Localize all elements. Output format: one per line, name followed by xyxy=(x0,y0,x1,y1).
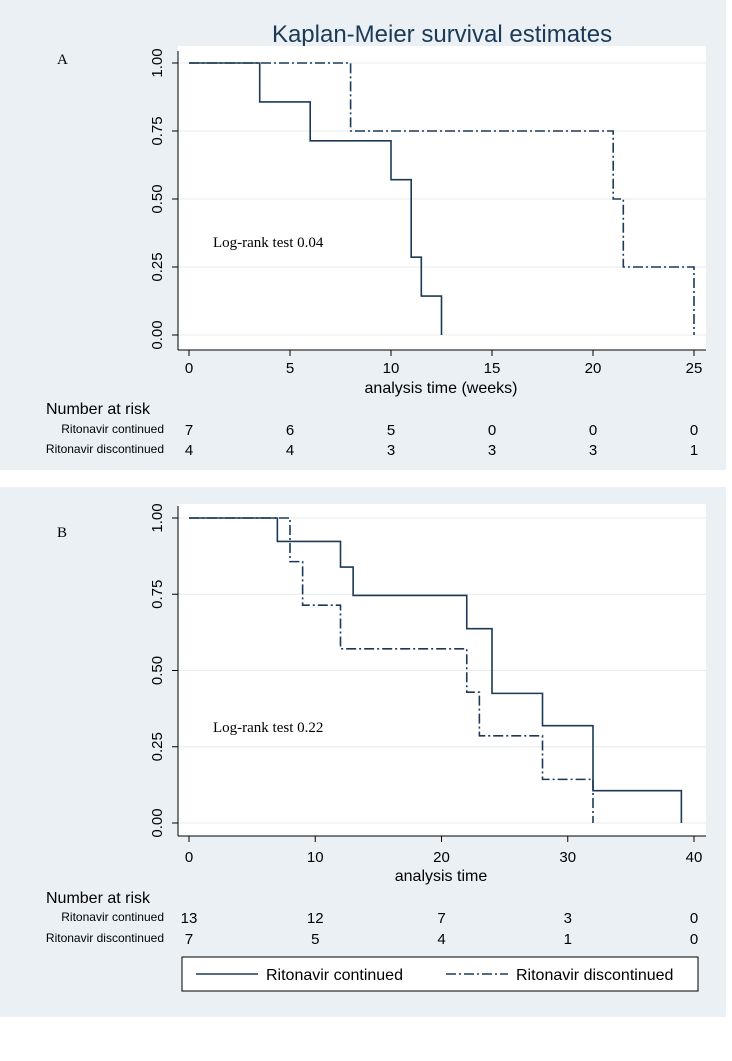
risk-row-label-discontinued-b: Ritonavir discontinued xyxy=(46,931,164,945)
risk-table-values-b: 13 12 7 3 0 7 5 4 1 0 xyxy=(181,910,699,948)
x-axis-title-a: analysis time (weeks) xyxy=(365,380,518,397)
x-ticks-b: 0 10 20 30 40 xyxy=(185,836,703,866)
risk-value-discontinued-b-3: 1 xyxy=(564,931,572,948)
panel-label-a: A xyxy=(57,52,68,68)
logrank-annotation-a: Log-rank test 0.04 xyxy=(213,235,324,251)
risk-value-discontinued-b-2: 4 xyxy=(437,931,445,948)
y-tick-label-a-4: 1.00 xyxy=(149,48,166,77)
risk-value-continued-a-0: 7 xyxy=(185,422,193,439)
panel-label-b: B xyxy=(57,525,67,541)
km-curve-discontinued-b xyxy=(189,517,594,823)
legend-label-continued: Ritonavir continued xyxy=(266,967,403,984)
risk-value-discontinued-b-4: 0 xyxy=(690,931,698,948)
risk-value-discontinued-b-1: 5 xyxy=(311,931,319,948)
x-tick-label-b-3: 30 xyxy=(559,849,576,866)
km-curve-continued-b xyxy=(189,517,683,823)
risk-table-values-a: 7 6 5 0 0 0 4 4 3 3 3 1 xyxy=(185,422,698,459)
risk-value-discontinued-a-4: 3 xyxy=(589,442,597,459)
km-curve-discontinued-a xyxy=(189,62,695,335)
x-tick-label-a-0: 0 xyxy=(185,360,193,377)
risk-value-discontinued-a-0: 4 xyxy=(185,442,193,459)
x-tick-label-a-3: 15 xyxy=(484,360,501,377)
y-tick-label-b-2: 0.50 xyxy=(149,656,166,685)
legend-box xyxy=(181,956,699,992)
y-tick-label-b-3: 0.75 xyxy=(149,580,166,609)
risk-table-heading-a: Number at risk xyxy=(46,401,151,418)
y-tick-label-a-1: 0.25 xyxy=(149,252,166,281)
chart-title: Kaplan-Meier survival estimates xyxy=(272,21,612,48)
y-tick-label-b-0: 0.00 xyxy=(149,808,166,837)
y-ticks-b: 0.00 0.25 0.50 0.75 1.00 xyxy=(149,503,178,838)
risk-row-label-continued-b: Ritonavir continued xyxy=(61,910,164,924)
risk-value-continued-a-5: 0 xyxy=(690,422,698,439)
x-tick-label-b-4: 40 xyxy=(686,849,703,866)
km-curve-continued-a xyxy=(189,62,443,335)
risk-value-discontinued-b-0: 7 xyxy=(185,931,193,948)
logrank-annotation-b: Log-rank test 0.22 xyxy=(213,720,323,736)
risk-value-continued-a-3: 0 xyxy=(488,422,496,439)
x-tick-label-a-4: 20 xyxy=(585,360,602,377)
x-tick-label-a-1: 5 xyxy=(286,360,294,377)
x-ticks-a: 0 5 10 15 20 25 xyxy=(185,350,703,377)
risk-row-label-continued-a: Ritonavir continued xyxy=(61,422,164,436)
y-tick-label-b-1: 0.25 xyxy=(149,732,166,761)
x-tick-label-b-0: 0 xyxy=(185,849,193,866)
x-tick-label-b-1: 10 xyxy=(307,849,324,866)
risk-value-continued-a-2: 5 xyxy=(387,422,395,439)
risk-value-discontinued-a-3: 3 xyxy=(488,442,496,459)
y-tick-label-a-3: 0.75 xyxy=(149,116,166,145)
risk-value-continued-b-1: 12 xyxy=(307,910,324,927)
risk-value-continued-a-4: 0 xyxy=(589,422,597,439)
km-chart-a: Kaplan-Meier survival estimates A 0.000.… xyxy=(46,21,706,459)
curves-b xyxy=(189,517,683,823)
risk-value-continued-b-3: 3 xyxy=(564,910,572,927)
panel-b: B 0.00 0.25 0.50 0.75 1.00 0 10 20 30 40 Log-ran… xyxy=(0,487,726,1017)
km-chart-b: B 0.000.250.500.751.00 0 10 20 30 40 Log-ran… xyxy=(46,503,706,992)
x-tick-label-a-2: 10 xyxy=(383,360,400,377)
curves-a xyxy=(189,62,695,335)
panel-a: Kaplan-Meier survival estimates A 0.00 0.… xyxy=(0,0,726,470)
risk-row-label-discontinued-a: Ritonavir discontinued xyxy=(46,442,164,456)
risk-value-discontinued-a-2: 3 xyxy=(387,442,395,459)
risk-value-continued-b-0: 13 xyxy=(181,910,198,927)
x-tick-label-b-2: 20 xyxy=(433,849,450,866)
risk-value-continued-b-4: 0 xyxy=(690,910,698,927)
x-tick-label-a-5: 25 xyxy=(686,360,703,377)
y-tick-label-a-0: 0.00 xyxy=(149,320,166,349)
risk-value-continued-b-2: 7 xyxy=(437,910,445,927)
risk-value-continued-a-1: 6 xyxy=(286,422,294,439)
risk-value-discontinued-a-1: 4 xyxy=(286,442,294,459)
y-ticks-a: 0.00 0.25 0.50 0.75 1.00 xyxy=(149,48,178,350)
x-axis-title-b: analysis time xyxy=(395,868,488,885)
legend-label-discontinued: Ritonavir discontinued xyxy=(516,967,673,984)
y-tick-label-b-4: 1.00 xyxy=(149,503,166,532)
y-tick-label-a-2: 0.50 xyxy=(149,184,166,213)
risk-table-heading-b: Number at risk xyxy=(46,890,151,907)
risk-value-discontinued-a-5: 1 xyxy=(690,442,698,459)
